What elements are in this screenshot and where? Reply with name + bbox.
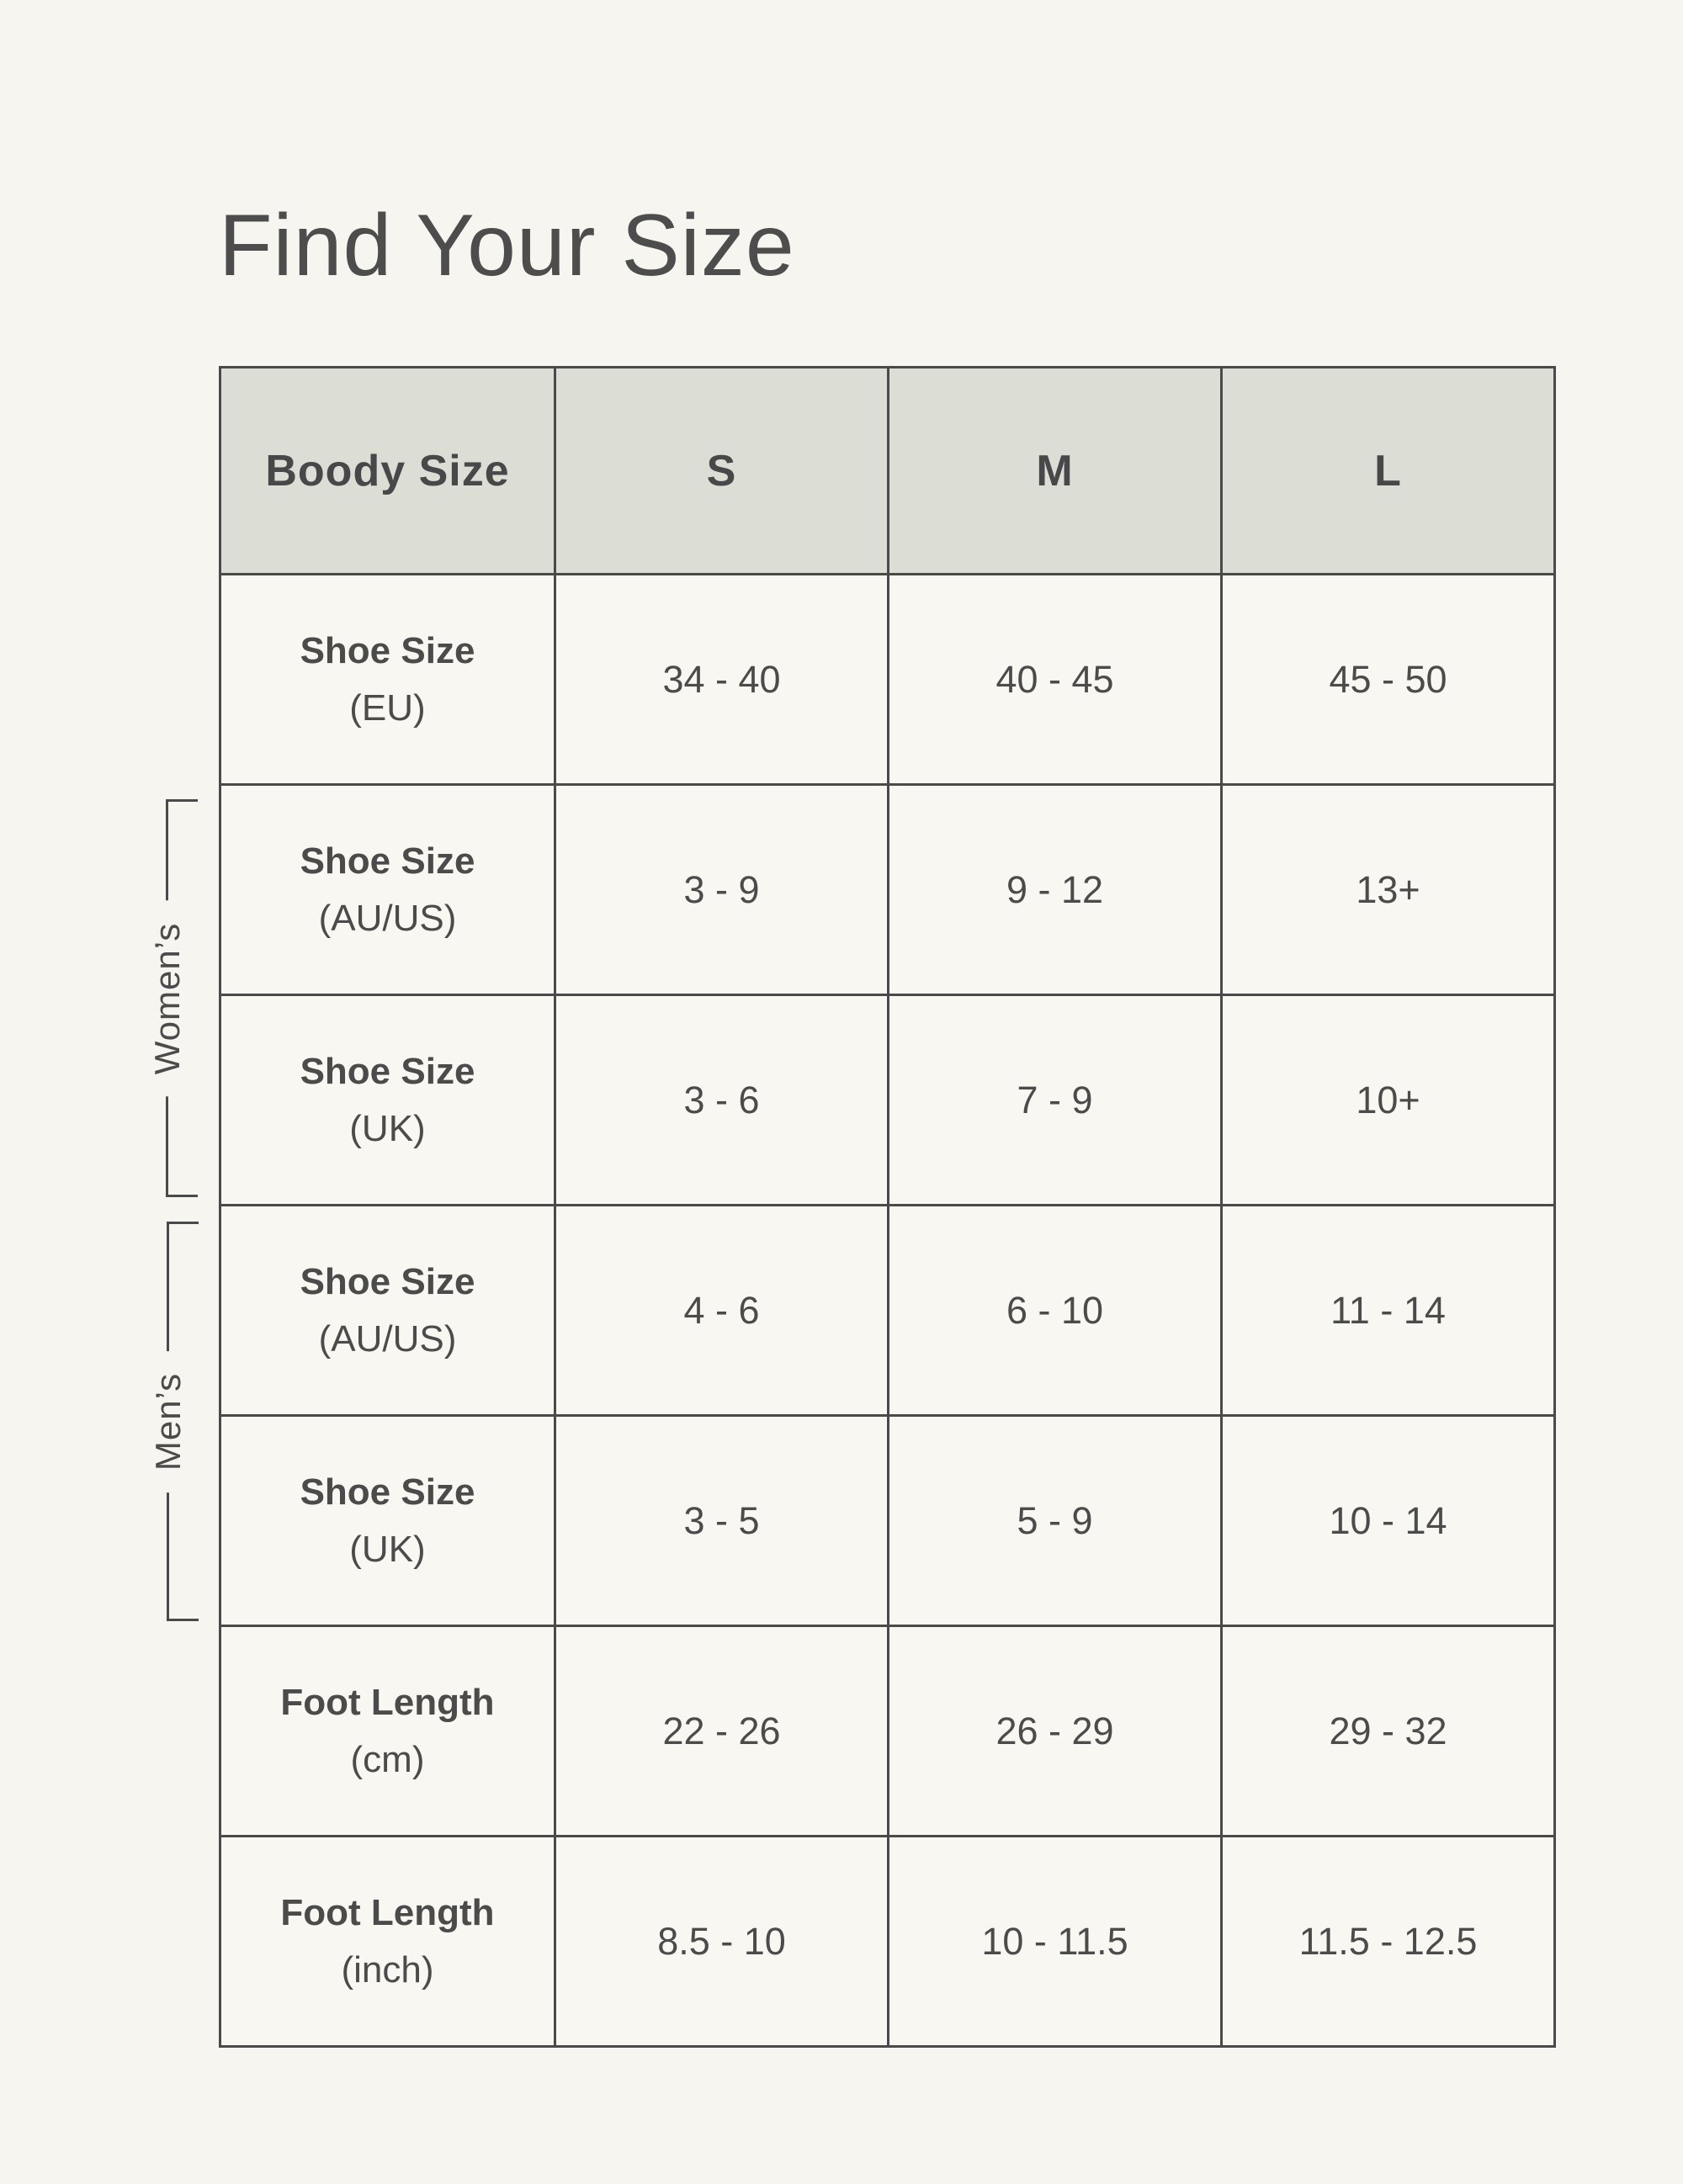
- womens-group-label: Women’s: [147, 900, 188, 1096]
- womens-bracket-bottom-tick: [166, 1195, 198, 1197]
- table-row-mens-shoe-size-au-us: Shoe Size (AU/US) 4 - 6 6 - 10 11 - 14: [219, 1204, 1556, 1417]
- row-header: Shoe Size (AU/US): [219, 783, 556, 996]
- size-chart-table: Boody Size S M L Shoe Size (EU) 34 - 40 …: [219, 366, 1556, 2048]
- cell-value: 6 - 10: [887, 1204, 1223, 1417]
- cell-value: 3 - 6: [554, 994, 889, 1206]
- cell-value: 9 - 12: [887, 783, 1223, 996]
- table-row-foot-length-cm: Foot Length (cm) 22 - 26 26 - 29 29 - 32: [219, 1625, 1556, 1837]
- row-unit: (EU): [349, 686, 426, 729]
- row-unit: (inch): [341, 1948, 434, 1991]
- header-cell-size-l: L: [1220, 366, 1556, 575]
- row-header: Foot Length (cm): [219, 1625, 556, 1837]
- table-row-mens-shoe-size-uk: Shoe Size (UK) 3 - 5 5 - 9 10 - 14: [219, 1414, 1556, 1627]
- cell-value: 11 - 14: [1220, 1204, 1556, 1417]
- cell-value: 5 - 9: [887, 1414, 1223, 1627]
- cell-value: 7 - 9: [887, 994, 1223, 1206]
- header-cell-boody-size: Boody Size: [219, 366, 556, 575]
- cell-value: 10 - 11.5: [887, 1835, 1223, 2048]
- row-label: Shoe Size: [300, 1260, 475, 1302]
- cell-value: 26 - 29: [887, 1625, 1223, 1837]
- cell-value: 34 - 40: [554, 573, 889, 786]
- row-header: Shoe Size (UK): [219, 1414, 556, 1627]
- cell-value: 4 - 6: [554, 1204, 889, 1417]
- table-row-shoe-size-eu: Shoe Size (EU) 34 - 40 40 - 45 45 - 50: [219, 573, 1556, 786]
- mens-group-label: Men’s: [148, 1350, 188, 1492]
- cell-value: 45 - 50: [1220, 573, 1556, 786]
- table-row-foot-length-inch: Foot Length (inch) 8.5 - 10 10 - 11.5 11…: [219, 1835, 1556, 2048]
- mens-bracket-top-tick: [167, 1222, 199, 1224]
- mens-bracket-bottom-tick: [167, 1619, 199, 1621]
- row-header: Shoe Size (UK): [219, 994, 556, 1206]
- womens-group-bracket: Women’s: [147, 799, 199, 1197]
- cell-value: 22 - 26: [554, 1625, 889, 1837]
- page-title: Find Your Size: [219, 196, 795, 294]
- cell-value: 3 - 9: [554, 783, 889, 996]
- header-cell-size-m: M: [887, 366, 1223, 575]
- table-row-womens-shoe-size-uk: Shoe Size (UK) 3 - 6 7 - 9 10+: [219, 994, 1556, 1206]
- row-label: Shoe Size: [300, 1471, 475, 1513]
- cell-value: 29 - 32: [1220, 1625, 1556, 1837]
- row-unit: (UK): [349, 1107, 426, 1149]
- row-label: Shoe Size: [300, 840, 475, 882]
- cell-value: 13+: [1220, 783, 1556, 996]
- header-cell-size-s: S: [554, 366, 889, 575]
- cell-value: 11.5 - 12.5: [1220, 1835, 1556, 2048]
- row-header: Foot Length (inch): [219, 1835, 556, 2048]
- cell-value: 10 - 14: [1220, 1414, 1556, 1627]
- cell-value: 8.5 - 10: [554, 1835, 889, 2048]
- row-unit: (cm): [350, 1738, 425, 1780]
- mens-group-bracket: Men’s: [148, 1222, 200, 1621]
- cell-value: 40 - 45: [887, 573, 1223, 786]
- womens-bracket-top-tick: [166, 799, 198, 802]
- cell-value: 3 - 5: [554, 1414, 889, 1627]
- row-unit: (AU/US): [318, 1317, 457, 1360]
- row-header: Shoe Size (EU): [219, 573, 556, 786]
- table-header-row: Boody Size S M L: [219, 366, 1556, 575]
- row-label: Foot Length: [280, 1681, 495, 1723]
- table-row-womens-shoe-size-au-us: Shoe Size (AU/US) 3 - 9 9 - 12 13+: [219, 783, 1556, 996]
- row-label: Shoe Size: [300, 1050, 475, 1092]
- row-label: Foot Length: [280, 1891, 495, 1933]
- cell-value: 10+: [1220, 994, 1556, 1206]
- row-unit: (AU/US): [318, 897, 457, 939]
- row-label: Shoe Size: [300, 629, 475, 671]
- row-unit: (UK): [349, 1528, 426, 1570]
- row-header: Shoe Size (AU/US): [219, 1204, 556, 1417]
